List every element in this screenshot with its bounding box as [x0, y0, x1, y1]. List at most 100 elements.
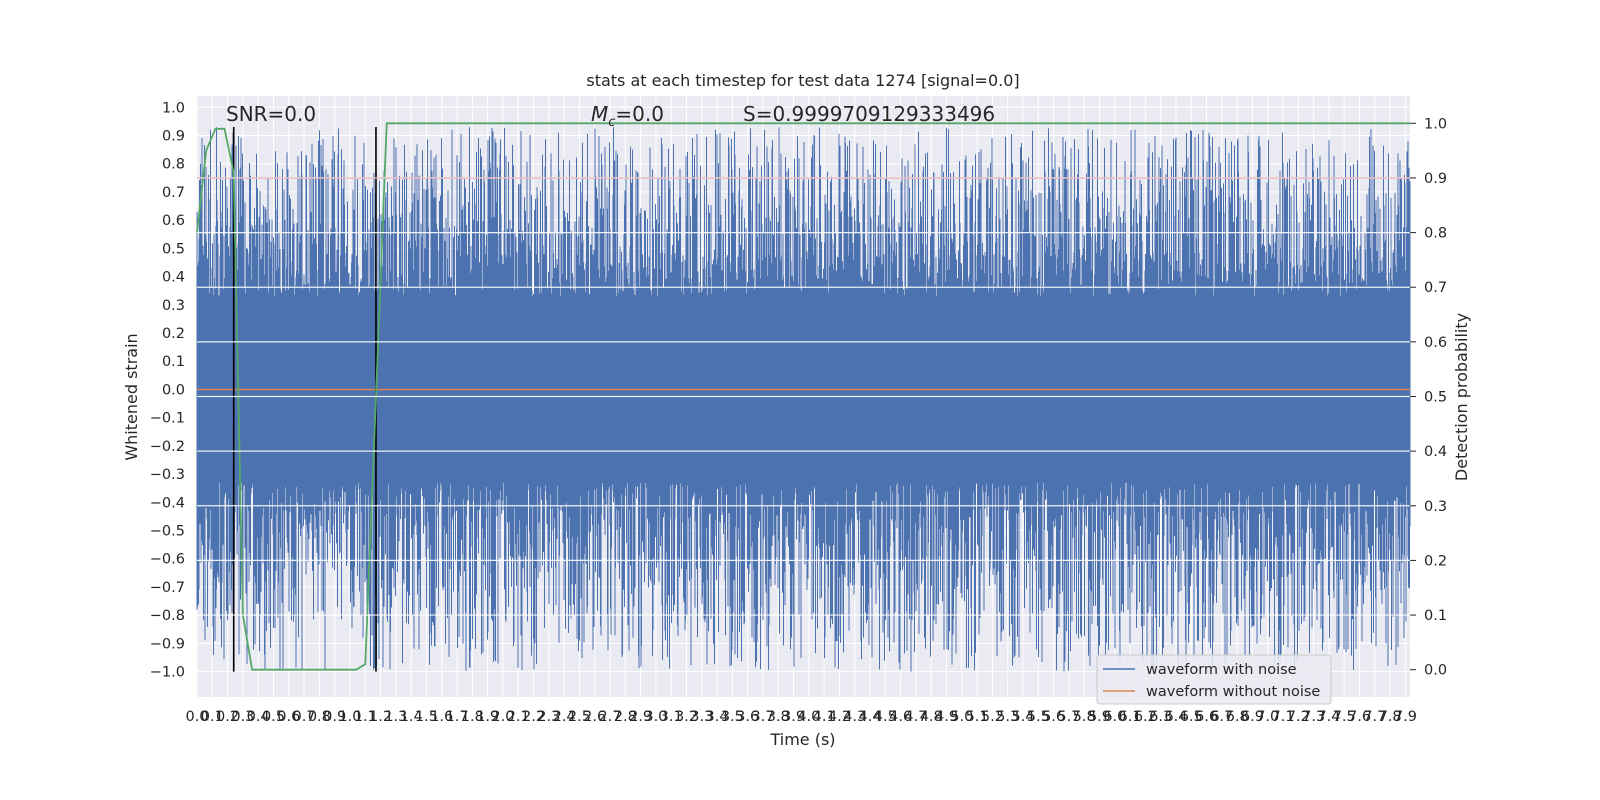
x-tick-label: 3.7	[751, 709, 774, 725]
legend-label: waveform with noise	[1146, 662, 1297, 678]
x-tick-label: 2.3	[537, 709, 560, 725]
x-tick-label: 1.1	[354, 709, 377, 725]
x-tick-label: 1.7	[446, 709, 469, 725]
x-tick-label: 5.8	[1073, 709, 1096, 725]
y2-tick-label: 0.8	[1424, 226, 1447, 242]
x-tick-label: 3.9	[782, 709, 805, 725]
x-tick-label: 2.5	[568, 709, 591, 725]
detection-probability-line	[196, 122, 1410, 671]
x-tick-label: 7.1	[1272, 709, 1295, 725]
y-tick-label: −0.2	[150, 439, 185, 455]
x-tick-label: 4.8	[920, 709, 943, 725]
y-axis-label: Whitened strain	[122, 333, 141, 460]
y-tick-label: 0.9	[162, 129, 185, 145]
x-tick-label: 6.9	[1241, 709, 1264, 725]
x-tick-label: 2.6	[583, 709, 606, 725]
x-tick-label: 4.5	[874, 709, 897, 725]
x-tick-label: 5.5	[1027, 709, 1050, 725]
x-tick-label: 7.4	[1317, 709, 1340, 725]
x-tick-label: 3.5	[721, 709, 744, 725]
x-tick-label: 3.0	[644, 709, 667, 725]
x-tick-label: 5.7	[1057, 709, 1080, 725]
x-tick-label: 4.4	[859, 709, 882, 725]
x-tick-label: 0.4	[247, 709, 270, 725]
x-tick-label: 6.7	[1210, 709, 1233, 725]
y-tick-label: 1.0	[162, 100, 185, 116]
x-tick-label: 1.4	[400, 709, 423, 725]
y-tick-label: 0.2	[162, 326, 185, 342]
right-y-axis-ticks: 1.0 0.9 0.8 0.7 0.6 0.5 0.4 0.3 0.2 0.1 0.0	[1410, 116, 1447, 679]
x-tick-label: 1.9	[476, 709, 499, 725]
legend-box	[1096, 654, 1332, 705]
x-tick-label: 3.4	[706, 709, 729, 725]
legend: waveform with noise waveform without noi…	[1096, 654, 1332, 705]
y2-tick-label: 0.2	[1424, 553, 1447, 569]
y-tick-label: 0.7	[162, 185, 185, 201]
y2-tick-label: 0.4	[1424, 444, 1447, 460]
x-tick-label: 0.5	[262, 709, 285, 725]
x-tick-label: 3.3	[690, 709, 713, 725]
x-tick-label: 6.0	[1103, 709, 1126, 725]
y2-tick-label: 0.1	[1424, 608, 1447, 624]
x-tick-label: 7.0	[1256, 709, 1279, 725]
y2-tick-label: 0.5	[1424, 390, 1447, 406]
x-tick-label: 7.9	[1394, 709, 1417, 725]
chirp-mass-annotation: Mc=0.0	[591, 102, 664, 130]
y-tick-label: 0.8	[162, 157, 185, 173]
x-tick-label: 5.4	[1011, 709, 1034, 725]
x-tick-label: 2.1	[507, 709, 530, 725]
x-tick-label: 6.8	[1226, 709, 1249, 725]
s-annotation: S=0.9999709129333496	[743, 102, 995, 126]
x-tick-label: 5.6	[1042, 709, 1065, 725]
x-tick-label: 0.3	[231, 709, 254, 725]
x-tick-label: 2.4	[553, 709, 576, 725]
x-tick-label: 1.2	[369, 709, 392, 725]
y-tick-label: 0.0	[162, 382, 185, 398]
x-tick-label: 3.1	[660, 709, 683, 725]
x-tick-label: 5.1	[966, 709, 989, 725]
x-tick-label: 6.5	[1180, 709, 1203, 725]
x-tick-label: 7.3	[1302, 709, 1325, 725]
x-tick-label: 1.8	[461, 709, 484, 725]
x-tick-label: 0.7	[293, 709, 316, 725]
legend-label: waveform without noise	[1146, 684, 1320, 700]
y2-tick-label: 0.9	[1424, 171, 1447, 187]
x-tick-label: 7.2	[1287, 709, 1310, 725]
x-tick-label: 4.1	[813, 709, 836, 725]
x-tick-label: 4.6	[889, 709, 912, 725]
y-tick-label: −0.5	[150, 524, 185, 540]
x-tick-label: 0.1	[201, 709, 224, 725]
y-tick-label: −0.1	[150, 411, 185, 427]
y-tick-label: 0.4	[162, 270, 185, 286]
x-tick-label: 6.4	[1164, 709, 1187, 725]
x-tick-label: 1.6	[430, 709, 453, 725]
x-tick-label: 5.2	[981, 709, 1004, 725]
noise-waveform-line	[196, 127, 1411, 672]
y2-tick-label: 0.6	[1424, 335, 1447, 351]
x-axis-ticks: 0.00.10.20.30.40.50.60.70.80.91.01.11.21…	[185, 709, 1416, 725]
x-tick-label: 1.5	[415, 709, 438, 725]
x-axis-label: Time (s)	[769, 730, 835, 749]
y-tick-label: −0.4	[150, 495, 185, 511]
x-tick-label: 2.0	[491, 709, 514, 725]
y2-tick-label: 0.7	[1424, 280, 1447, 296]
x-tick-label: 2.8	[614, 709, 637, 725]
snr-annotation: SNR=0.0	[226, 102, 316, 126]
x-tick-label: 3.6	[736, 709, 759, 725]
x-tick-label: 0.0	[185, 709, 208, 725]
x-tick-label: 4.0	[797, 709, 820, 725]
x-tick-label: 5.0	[950, 709, 973, 725]
x-tick-label: 6.6	[1195, 709, 1218, 725]
x-tick-label: 4.2	[828, 709, 851, 725]
y-tick-label: −0.9	[150, 636, 185, 652]
left-y-axis-ticks: 1.0 0.9 0.8 0.7 0.6 0.5 0.4 0.3 0.2 0.1 0.0 −0.1 −0.…	[150, 100, 185, 680]
y2-tick-label: 0.3	[1424, 499, 1447, 515]
x-tick-label: 0.6	[277, 709, 300, 725]
x-tick-label: 6.2	[1134, 709, 1157, 725]
y-tick-label: −0.3	[150, 467, 185, 483]
detection-probability-series	[196, 122, 1410, 671]
y-tick-label: −0.8	[150, 608, 185, 624]
x-tick-label: 7.7	[1363, 709, 1386, 725]
x-tick-label: 4.3	[843, 709, 866, 725]
